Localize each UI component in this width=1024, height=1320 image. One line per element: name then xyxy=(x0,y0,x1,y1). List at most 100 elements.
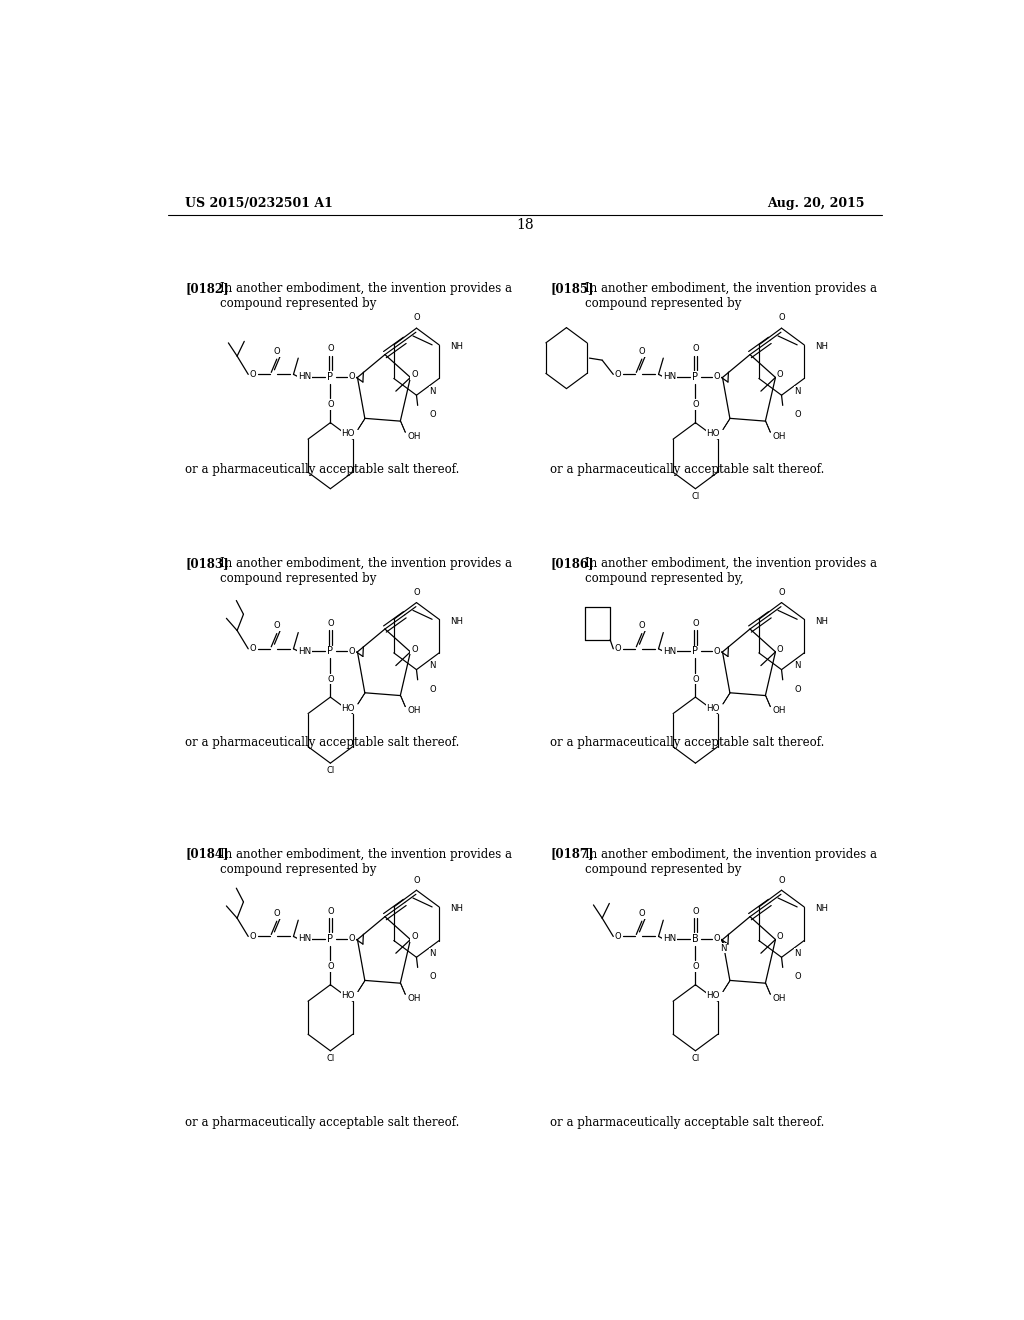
Text: O: O xyxy=(349,935,355,944)
Text: HO: HO xyxy=(707,991,720,1001)
Text: N: N xyxy=(795,949,801,958)
Text: O: O xyxy=(692,675,698,684)
Text: O: O xyxy=(411,932,418,941)
Text: O: O xyxy=(692,345,698,354)
Text: OH: OH xyxy=(408,432,421,441)
Text: O: O xyxy=(413,313,420,322)
Text: 18: 18 xyxy=(516,219,534,232)
Text: [0185]: [0185] xyxy=(550,282,594,296)
Text: Aug. 20, 2015: Aug. 20, 2015 xyxy=(767,197,864,210)
Text: O: O xyxy=(778,875,784,884)
Text: O: O xyxy=(614,932,622,941)
Text: P: P xyxy=(328,647,334,656)
Text: O: O xyxy=(413,587,420,597)
Text: N: N xyxy=(429,661,436,671)
Text: OH: OH xyxy=(772,432,786,441)
Text: HN: HN xyxy=(298,935,311,944)
Text: O: O xyxy=(714,935,721,944)
Text: Cl: Cl xyxy=(691,492,699,500)
Text: P: P xyxy=(328,935,334,944)
Text: O: O xyxy=(778,313,784,322)
Text: O: O xyxy=(692,400,698,409)
Text: OH: OH xyxy=(408,706,421,715)
Text: Cl: Cl xyxy=(327,1053,335,1063)
Text: O: O xyxy=(778,587,784,597)
Text: HO: HO xyxy=(707,704,720,713)
Text: HO: HO xyxy=(341,429,355,438)
Text: OH: OH xyxy=(772,994,786,1003)
Text: O: O xyxy=(273,909,281,919)
Text: In another embodiment, the invention provides a
compound represented by: In another embodiment, the invention pro… xyxy=(220,557,512,585)
Text: HN: HN xyxy=(298,372,311,381)
Text: O: O xyxy=(250,644,256,653)
Text: NH: NH xyxy=(450,616,463,626)
Text: O: O xyxy=(411,371,418,379)
Text: O: O xyxy=(349,372,355,381)
Text: O: O xyxy=(795,411,801,420)
Text: O: O xyxy=(795,685,801,693)
Text: O: O xyxy=(413,875,420,884)
Text: In another embodiment, the invention provides a
compound represented by,: In another embodiment, the invention pro… xyxy=(585,557,878,585)
Text: O: O xyxy=(327,675,334,684)
Text: O: O xyxy=(429,411,436,420)
Text: HO: HO xyxy=(341,991,355,1001)
Text: O: O xyxy=(273,622,281,631)
Text: O: O xyxy=(692,907,698,916)
Text: HN: HN xyxy=(664,935,676,944)
Text: O: O xyxy=(349,647,355,656)
Text: OH: OH xyxy=(772,706,786,715)
Text: O: O xyxy=(776,932,782,941)
Text: [0186]: [0186] xyxy=(550,557,594,570)
Text: NH: NH xyxy=(815,616,827,626)
Text: P: P xyxy=(692,647,698,656)
Text: O: O xyxy=(429,973,436,981)
Text: N: N xyxy=(720,944,726,953)
Text: OH: OH xyxy=(408,994,421,1003)
Text: N: N xyxy=(795,661,801,671)
Text: In another embodiment, the invention provides a
compound represented by: In another embodiment, the invention pro… xyxy=(220,282,512,310)
Text: O: O xyxy=(776,371,782,379)
Text: O: O xyxy=(250,932,256,941)
Text: or a pharmaceutically acceptable salt thereof.: or a pharmaceutically acceptable salt th… xyxy=(185,1115,460,1129)
Text: In another embodiment, the invention provides a
compound represented by: In another embodiment, the invention pro… xyxy=(220,847,512,875)
Text: or a pharmaceutically acceptable salt thereof.: or a pharmaceutically acceptable salt th… xyxy=(550,463,824,477)
Text: P: P xyxy=(328,372,334,381)
Text: O: O xyxy=(692,962,698,972)
Text: O: O xyxy=(714,372,721,381)
Text: P: P xyxy=(692,372,698,381)
Text: Cl: Cl xyxy=(691,1053,699,1063)
Text: O: O xyxy=(273,347,281,356)
Text: Cl: Cl xyxy=(327,767,335,775)
Text: O: O xyxy=(327,962,334,972)
Text: [0182]: [0182] xyxy=(185,282,228,296)
Text: NH: NH xyxy=(815,904,827,913)
Text: NH: NH xyxy=(450,342,463,351)
Text: [0187]: [0187] xyxy=(550,847,594,861)
Text: O: O xyxy=(327,400,334,409)
Text: [0183]: [0183] xyxy=(185,557,228,570)
Text: HN: HN xyxy=(298,647,311,656)
Text: In another embodiment, the invention provides a
compound represented by: In another embodiment, the invention pro… xyxy=(585,847,878,875)
Text: N: N xyxy=(429,387,436,396)
Text: NH: NH xyxy=(450,904,463,913)
Text: N: N xyxy=(795,387,801,396)
Text: O: O xyxy=(429,685,436,693)
Text: or a pharmaceutically acceptable salt thereof.: or a pharmaceutically acceptable salt th… xyxy=(185,463,460,477)
Text: O: O xyxy=(327,619,334,628)
Text: or a pharmaceutically acceptable salt thereof.: or a pharmaceutically acceptable salt th… xyxy=(185,735,460,748)
Text: B: B xyxy=(692,935,698,944)
Text: O: O xyxy=(614,370,622,379)
Text: O: O xyxy=(639,347,645,356)
Text: O: O xyxy=(327,345,334,354)
Text: or a pharmaceutically acceptable salt thereof.: or a pharmaceutically acceptable salt th… xyxy=(550,1115,824,1129)
Text: [0184]: [0184] xyxy=(185,847,228,861)
Text: US 2015/0232501 A1: US 2015/0232501 A1 xyxy=(185,197,333,210)
Text: O: O xyxy=(692,619,698,628)
Text: O: O xyxy=(776,645,782,653)
Text: O: O xyxy=(614,644,622,653)
Text: O: O xyxy=(714,647,721,656)
Text: HN: HN xyxy=(664,647,676,656)
Text: NH: NH xyxy=(815,342,827,351)
Text: HO: HO xyxy=(707,429,720,438)
Text: O: O xyxy=(411,645,418,653)
